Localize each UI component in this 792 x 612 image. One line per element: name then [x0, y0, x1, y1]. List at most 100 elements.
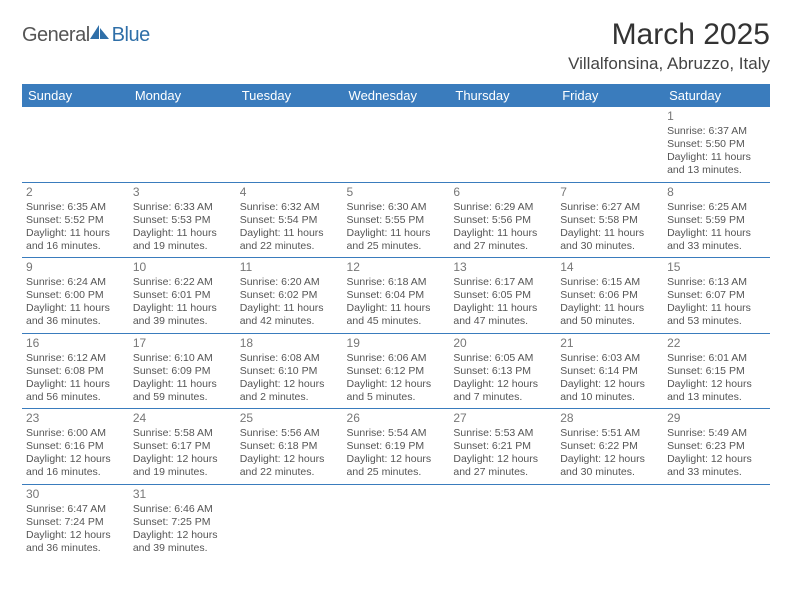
calendar-cell: 30Sunrise: 6:47 AMSunset: 7:24 PMDayligh…: [22, 484, 129, 559]
calendar-cell: 14Sunrise: 6:15 AMSunset: 6:06 PMDayligh…: [556, 258, 663, 334]
calendar-cell: 6Sunrise: 6:29 AMSunset: 5:56 PMDaylight…: [449, 182, 556, 258]
day-number: 1: [667, 109, 766, 124]
daylight-line: Daylight: 12 hours and 2 minutes.: [240, 378, 339, 404]
sunset-line: Sunset: 6:04 PM: [347, 289, 446, 302]
sunset-line: Sunset: 6:16 PM: [26, 440, 125, 453]
sunrise-line: Sunrise: 6:18 AM: [347, 276, 446, 289]
day-header: Saturday: [663, 84, 770, 107]
calendar-cell: 23Sunrise: 6:00 AMSunset: 6:16 PMDayligh…: [22, 409, 129, 485]
daylight-line: Daylight: 12 hours and 19 minutes.: [133, 453, 232, 479]
calendar-cell: 13Sunrise: 6:17 AMSunset: 6:05 PMDayligh…: [449, 258, 556, 334]
sunrise-line: Sunrise: 6:17 AM: [453, 276, 552, 289]
calendar-cell: 19Sunrise: 6:06 AMSunset: 6:12 PMDayligh…: [343, 333, 450, 409]
sunset-line: Sunset: 6:23 PM: [667, 440, 766, 453]
day-number: 11: [240, 260, 339, 275]
calendar-cell: 5Sunrise: 6:30 AMSunset: 5:55 PMDaylight…: [343, 182, 450, 258]
day-number: 3: [133, 185, 232, 200]
sunset-line: Sunset: 5:56 PM: [453, 214, 552, 227]
calendar-cell: 11Sunrise: 6:20 AMSunset: 6:02 PMDayligh…: [236, 258, 343, 334]
day-number: 10: [133, 260, 232, 275]
daylight-line: Daylight: 11 hours and 42 minutes.: [240, 302, 339, 328]
sunrise-line: Sunrise: 6:32 AM: [240, 201, 339, 214]
daylight-line: Daylight: 11 hours and 39 minutes.: [133, 302, 232, 328]
day-number: 26: [347, 411, 446, 426]
calendar-cell: 16Sunrise: 6:12 AMSunset: 6:08 PMDayligh…: [22, 333, 129, 409]
calendar-cell: 24Sunrise: 5:58 AMSunset: 6:17 PMDayligh…: [129, 409, 236, 485]
calendar-week: 1Sunrise: 6:37 AMSunset: 5:50 PMDaylight…: [22, 107, 770, 182]
day-number: 15: [667, 260, 766, 275]
day-number: 6: [453, 185, 552, 200]
calendar-week: 2Sunrise: 6:35 AMSunset: 5:52 PMDaylight…: [22, 182, 770, 258]
daylight-line: Daylight: 11 hours and 19 minutes.: [133, 227, 232, 253]
sunrise-line: Sunrise: 6:30 AM: [347, 201, 446, 214]
daylight-line: Daylight: 11 hours and 33 minutes.: [667, 227, 766, 253]
sunrise-line: Sunrise: 5:49 AM: [667, 427, 766, 440]
day-number: 25: [240, 411, 339, 426]
sunrise-line: Sunrise: 5:54 AM: [347, 427, 446, 440]
sunset-line: Sunset: 6:22 PM: [560, 440, 659, 453]
calendar-cell: 4Sunrise: 6:32 AMSunset: 5:54 PMDaylight…: [236, 182, 343, 258]
calendar-cell: [556, 107, 663, 182]
day-number: 22: [667, 336, 766, 351]
day-number: 29: [667, 411, 766, 426]
calendar-cell: 2Sunrise: 6:35 AMSunset: 5:52 PMDaylight…: [22, 182, 129, 258]
sunset-line: Sunset: 6:01 PM: [133, 289, 232, 302]
sunrise-line: Sunrise: 6:33 AM: [133, 201, 232, 214]
sunrise-line: Sunrise: 6:25 AM: [667, 201, 766, 214]
daylight-line: Daylight: 11 hours and 59 minutes.: [133, 378, 232, 404]
daylight-line: Daylight: 12 hours and 13 minutes.: [667, 378, 766, 404]
daylight-line: Daylight: 11 hours and 53 minutes.: [667, 302, 766, 328]
calendar-cell: [343, 484, 450, 559]
daylight-line: Daylight: 12 hours and 27 minutes.: [453, 453, 552, 479]
calendar-week: 16Sunrise: 6:12 AMSunset: 6:08 PMDayligh…: [22, 333, 770, 409]
day-header: Thursday: [449, 84, 556, 107]
day-number: 27: [453, 411, 552, 426]
sunrise-line: Sunrise: 6:01 AM: [667, 352, 766, 365]
sunrise-line: Sunrise: 6:15 AM: [560, 276, 659, 289]
sunset-line: Sunset: 6:06 PM: [560, 289, 659, 302]
logo-sail-icon: [90, 25, 110, 41]
calendar-cell: 18Sunrise: 6:08 AMSunset: 6:10 PMDayligh…: [236, 333, 343, 409]
daylight-line: Daylight: 12 hours and 7 minutes.: [453, 378, 552, 404]
sunrise-line: Sunrise: 6:46 AM: [133, 503, 232, 516]
day-number: 31: [133, 487, 232, 502]
daylight-line: Daylight: 12 hours and 39 minutes.: [133, 529, 232, 555]
calendar-body: 1Sunrise: 6:37 AMSunset: 5:50 PMDaylight…: [22, 107, 770, 559]
calendar-table: SundayMondayTuesdayWednesdayThursdayFrid…: [22, 84, 770, 559]
day-number: 12: [347, 260, 446, 275]
header: General Blue March 2025 Villalfonsina, A…: [22, 18, 770, 74]
day-number: 8: [667, 185, 766, 200]
day-number: 28: [560, 411, 659, 426]
sunset-line: Sunset: 5:59 PM: [667, 214, 766, 227]
sunset-line: Sunset: 5:54 PM: [240, 214, 339, 227]
calendar-cell: 20Sunrise: 6:05 AMSunset: 6:13 PMDayligh…: [449, 333, 556, 409]
sunrise-line: Sunrise: 5:53 AM: [453, 427, 552, 440]
page-title: March 2025: [568, 18, 770, 52]
calendar-cell: [556, 484, 663, 559]
calendar-cell: 29Sunrise: 5:49 AMSunset: 6:23 PMDayligh…: [663, 409, 770, 485]
sunset-line: Sunset: 6:07 PM: [667, 289, 766, 302]
sunset-line: Sunset: 5:52 PM: [26, 214, 125, 227]
calendar-cell: 12Sunrise: 6:18 AMSunset: 6:04 PMDayligh…: [343, 258, 450, 334]
sunset-line: Sunset: 7:25 PM: [133, 516, 232, 529]
calendar-cell: 17Sunrise: 6:10 AMSunset: 6:09 PMDayligh…: [129, 333, 236, 409]
calendar-cell: [22, 107, 129, 182]
daylight-line: Daylight: 11 hours and 47 minutes.: [453, 302, 552, 328]
calendar-week: 30Sunrise: 6:47 AMSunset: 7:24 PMDayligh…: [22, 484, 770, 559]
sunrise-line: Sunrise: 5:51 AM: [560, 427, 659, 440]
sunrise-line: Sunrise: 6:03 AM: [560, 352, 659, 365]
sunset-line: Sunset: 6:15 PM: [667, 365, 766, 378]
calendar-cell: [449, 484, 556, 559]
sunrise-line: Sunrise: 6:37 AM: [667, 125, 766, 138]
calendar-cell: 26Sunrise: 5:54 AMSunset: 6:19 PMDayligh…: [343, 409, 450, 485]
sunrise-line: Sunrise: 6:22 AM: [133, 276, 232, 289]
day-number: 2: [26, 185, 125, 200]
sunrise-line: Sunrise: 5:56 AM: [240, 427, 339, 440]
calendar-cell: 31Sunrise: 6:46 AMSunset: 7:25 PMDayligh…: [129, 484, 236, 559]
sunset-line: Sunset: 6:19 PM: [347, 440, 446, 453]
calendar-cell: 25Sunrise: 5:56 AMSunset: 6:18 PMDayligh…: [236, 409, 343, 485]
daylight-line: Daylight: 11 hours and 45 minutes.: [347, 302, 446, 328]
logo-text-blue: Blue: [112, 24, 150, 47]
sunset-line: Sunset: 6:14 PM: [560, 365, 659, 378]
sunrise-line: Sunrise: 6:12 AM: [26, 352, 125, 365]
